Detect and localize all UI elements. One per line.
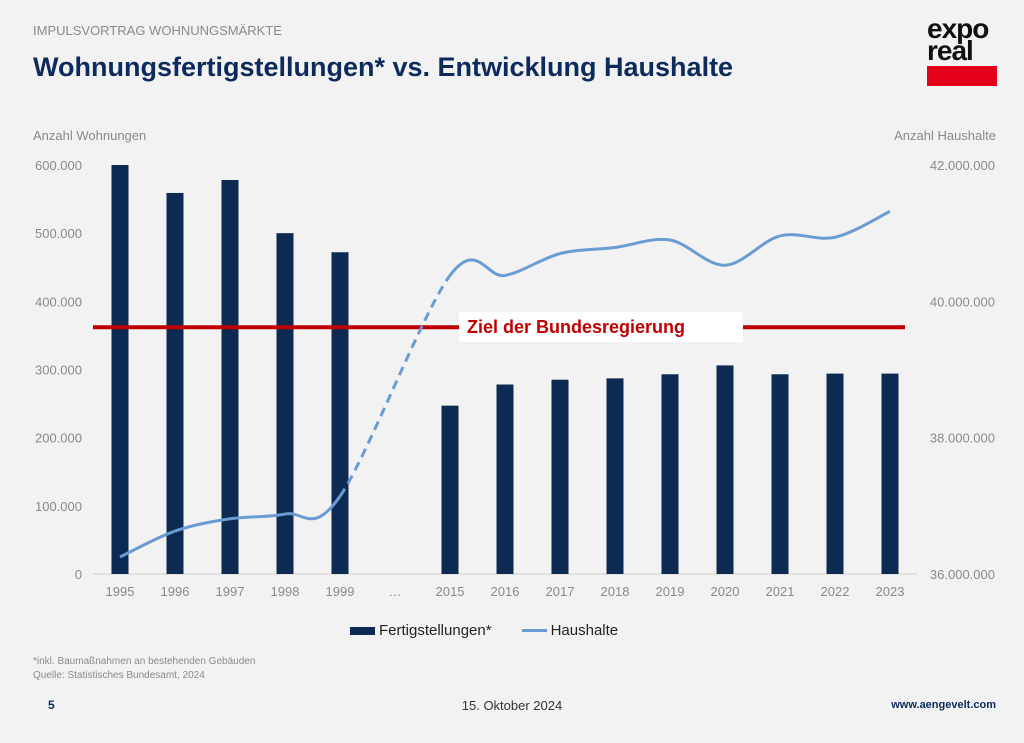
bar-2021 [771, 374, 789, 574]
x-tick-label: 1996 [161, 584, 190, 599]
bar-2019 [661, 374, 679, 574]
bar-1995 [111, 165, 129, 574]
x-tick-label: 2016 [491, 584, 520, 599]
left-tick-label: 200.000 [35, 431, 82, 446]
right-tick-label: 42.000.000 [930, 158, 995, 173]
logo-line1: expo [927, 13, 989, 44]
bar-2020 [716, 365, 734, 574]
left-tick-label: 300.000 [35, 363, 82, 378]
goal-label: Ziel der Bundesregierung [459, 312, 743, 342]
date: 15. Oktober 2024 [461, 698, 563, 713]
bar-2015 [441, 405, 459, 574]
bar-1997 [221, 179, 239, 574]
line-segment-dashed [338, 274, 452, 498]
slide-title: Wohnungsfertigstellungen* vs. Entwicklun… [33, 52, 734, 82]
x-tick-label: 1995 [106, 584, 135, 599]
legend: Fertigstellungen* Haushalte [350, 622, 618, 639]
legend-label-bars: Fertigstellungen* [379, 622, 492, 639]
right-tick-label: 40.000.000 [930, 294, 995, 309]
line-segment [174, 517, 231, 533]
bar-1999 [331, 252, 349, 574]
x-tick-label: 2019 [656, 584, 685, 599]
line-segment [504, 252, 561, 277]
x-tick-label: 2018 [601, 584, 630, 599]
bar-2023 [881, 373, 899, 574]
bar-2017 [551, 379, 569, 574]
line-segment [559, 245, 616, 256]
line-segment [669, 238, 726, 267]
x-tick-label: 2020 [711, 584, 740, 599]
footnote-text: *inkl. Baumaßnahmen an bestehenden Gebäu… [33, 656, 256, 667]
x-tick-label: 2022 [821, 584, 850, 599]
x-tick-label: 2017 [546, 584, 575, 599]
line-segment [724, 234, 781, 267]
line-segment [779, 233, 836, 240]
logo-line2: real [927, 35, 974, 66]
left-tick-label: 400.000 [35, 294, 82, 309]
bar-1998 [276, 233, 294, 574]
page-number: 5 [48, 698, 55, 712]
website-link[interactable]: www.aengevelt.com [891, 699, 996, 711]
footnote: *inkl. Baumaßnahmen an bestehenden Gebäu… [33, 655, 255, 683]
right-tick-label: 36.000.000 [930, 567, 995, 582]
legend-item-line: Haushalte [521, 622, 619, 639]
left-tick-label: 100.000 [35, 499, 82, 514]
left-tick-label: 0 [75, 567, 82, 582]
line-segment [448, 258, 506, 277]
x-tick-label: 2023 [876, 584, 905, 599]
bar-2022 [826, 373, 844, 574]
x-tick-label: 2015 [436, 584, 465, 599]
line-segment [119, 529, 176, 559]
line-segment [834, 209, 891, 239]
x-tick-label: 2021 [766, 584, 795, 599]
x-tick-label: 1998 [271, 584, 300, 599]
left-tick-label: 500.000 [35, 226, 82, 241]
slide-kicker: IMPULSVORTRAG WOHNUNGSMÄRKTE [33, 23, 282, 38]
expo-real-logo: expo real [927, 13, 997, 86]
bar-1996 [166, 192, 184, 574]
x-tick-label: … [389, 584, 402, 599]
line-segment [284, 495, 342, 521]
x-tick-label: 1999 [326, 584, 355, 599]
line-segment [229, 512, 286, 521]
legend-label-line: Haushalte [550, 622, 619, 639]
left-tick-label: 600.000 [35, 158, 82, 173]
bar-2018 [606, 378, 624, 574]
left-axis-title: Anzahl Wohnungen [33, 128, 147, 143]
line-segment [614, 237, 671, 249]
x-tick-label: 1997 [216, 584, 245, 599]
bar-2016 [496, 384, 514, 574]
legend-item-bars: Fertigstellungen* [350, 622, 492, 639]
legend-swatch-bar [350, 626, 375, 635]
legend-swatch-line [521, 629, 547, 632]
right-axis-title: Anzahl Haushalte [894, 128, 996, 143]
source-text: Quelle: Statistisches Bundesamt, 2024 [33, 670, 205, 681]
logo-red-bar [927, 66, 997, 86]
right-tick-label: 38.000.000 [930, 431, 995, 446]
